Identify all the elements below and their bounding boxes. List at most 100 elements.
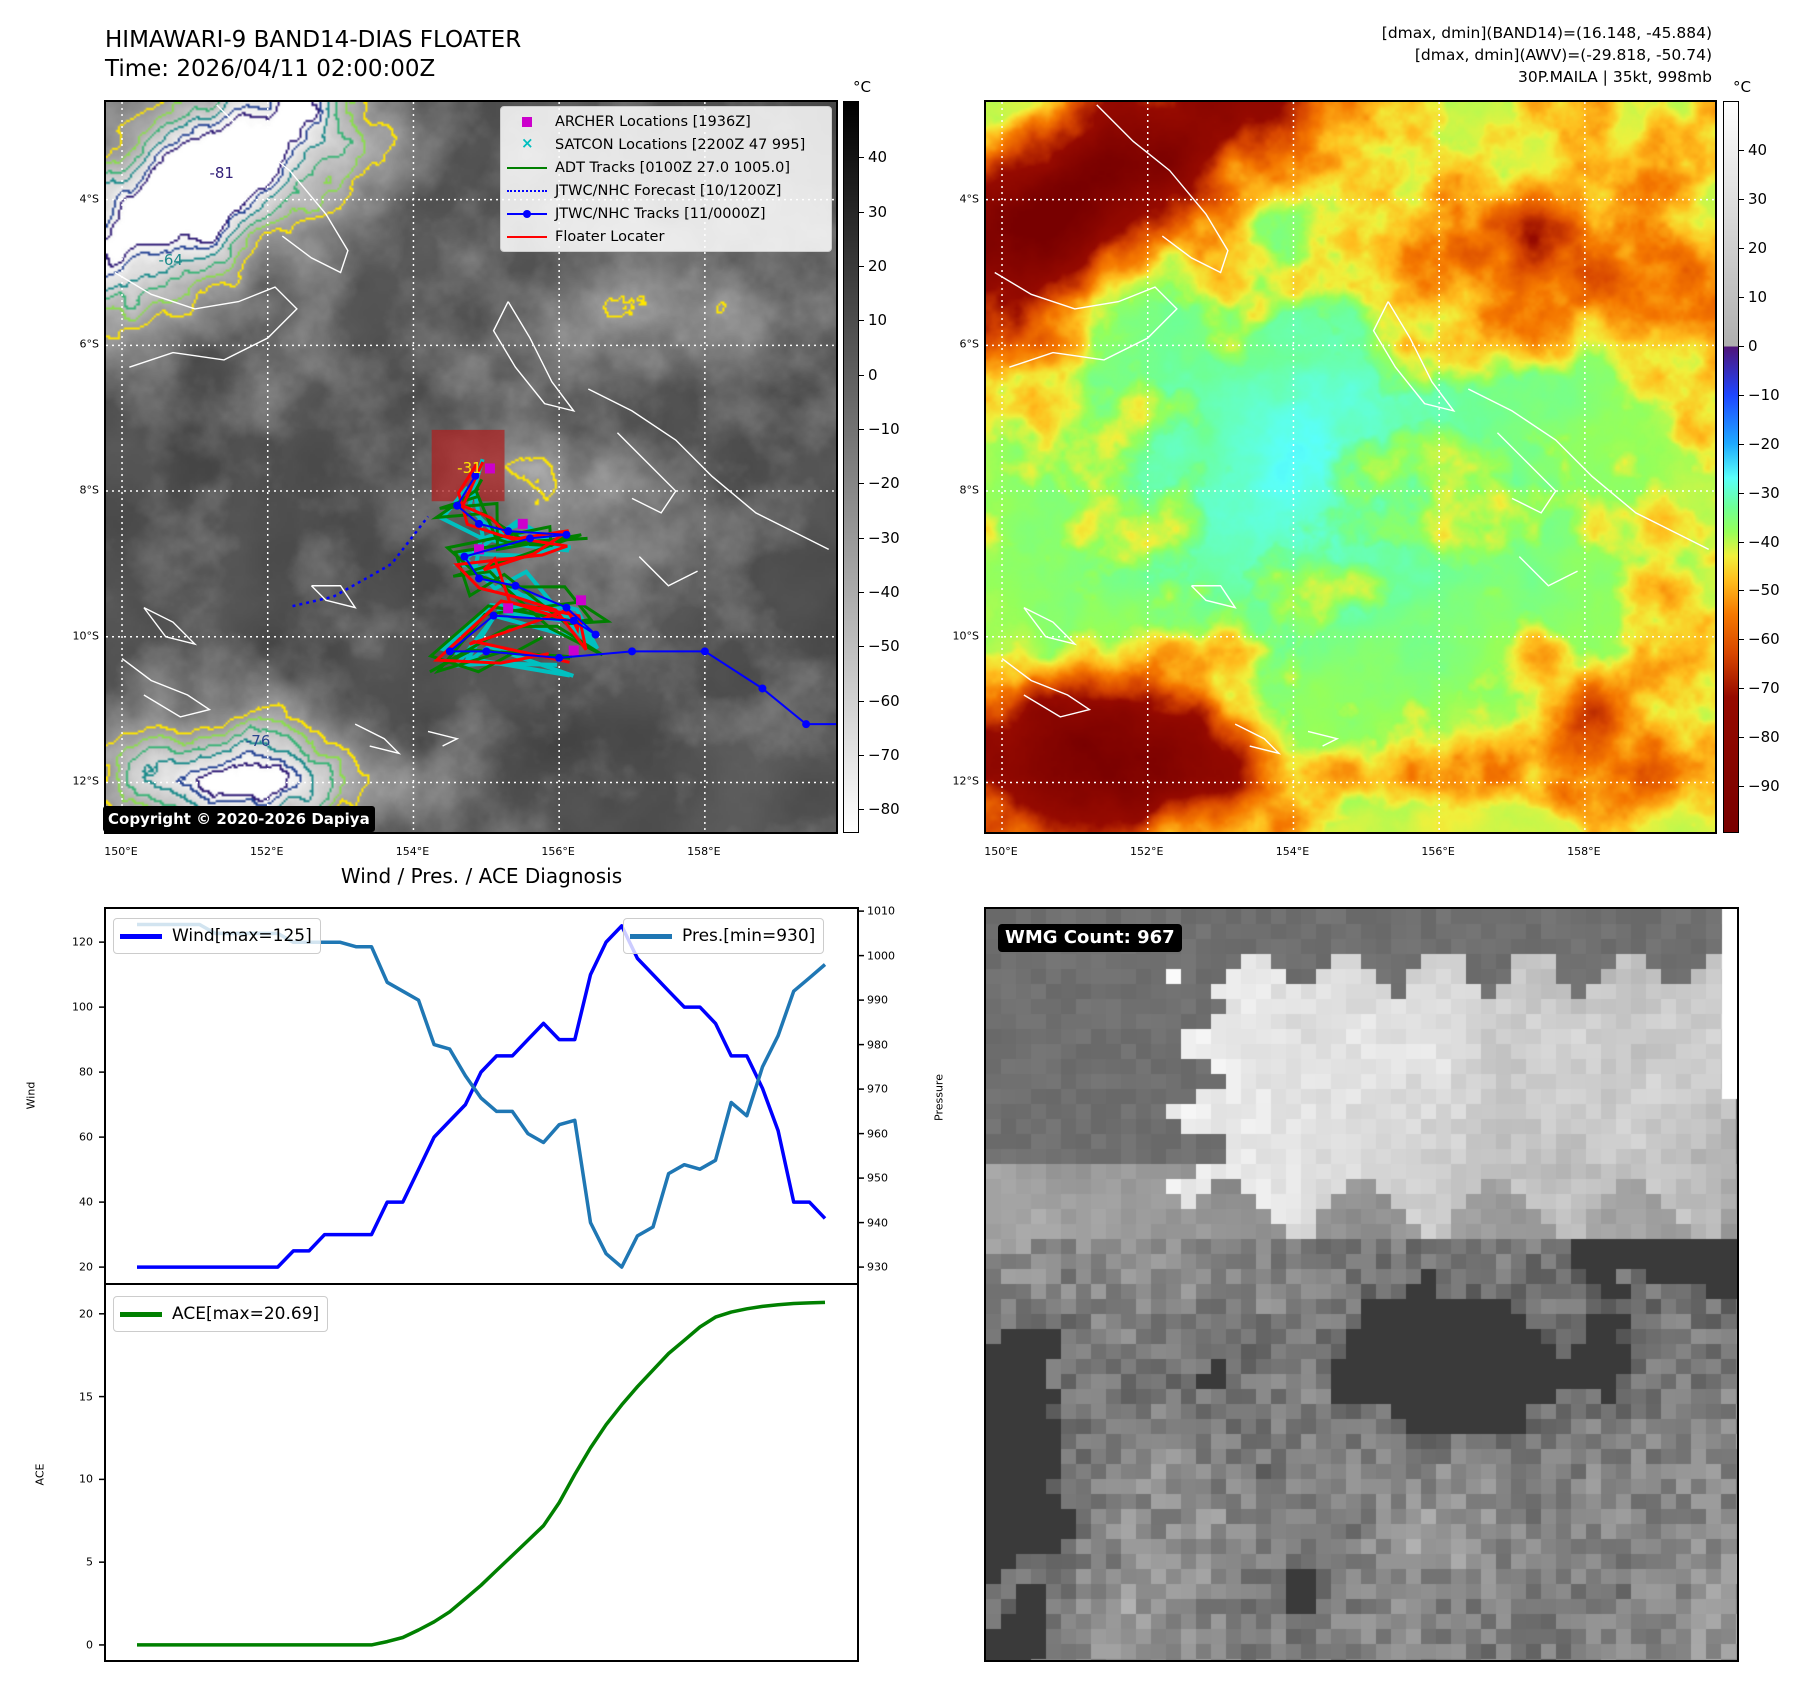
colorbar-tick-label: −10 bbox=[868, 419, 900, 438]
colorbar-tick-label: 20 bbox=[868, 257, 888, 276]
lon-label: 150°E bbox=[104, 845, 138, 858]
legend-symbol-square bbox=[507, 115, 547, 129]
colorbar-tick-label: −20 bbox=[868, 474, 900, 493]
jtwc-track-point bbox=[526, 534, 535, 543]
jtwc-track-point bbox=[700, 647, 709, 656]
jtwc-track-point bbox=[471, 471, 480, 480]
y-tick-label: 120 bbox=[72, 935, 93, 949]
colorbar-tick-label: −30 bbox=[1748, 483, 1780, 502]
ir-map-panel[interactable]: -31 -81 -64 -76 ARCHER Locations [1936Z] × SA… bbox=[104, 100, 838, 834]
legend-item: ARCHER Locations [1936Z] bbox=[501, 110, 831, 133]
wind-pressure-chart bbox=[104, 907, 859, 1285]
coastline bbox=[1190, 585, 1237, 609]
coastline bbox=[310, 585, 357, 609]
coastline bbox=[1001, 658, 1092, 718]
copyright-label: Copyright © 2020-2026 Dapiya bbox=[103, 806, 375, 832]
legend-label: Pres.[min=930] bbox=[682, 926, 816, 946]
jtwc-track-point bbox=[569, 616, 578, 625]
awv-imagery bbox=[986, 102, 1715, 832]
lat-label: 4°S bbox=[79, 192, 99, 206]
coastline bbox=[121, 658, 212, 718]
colorbar-tick-label: −40 bbox=[868, 582, 900, 601]
colorbar-tick-label: −20 bbox=[1748, 434, 1780, 453]
y-tick-label: 40 bbox=[79, 1195, 93, 1209]
colorbar-tick-mark bbox=[1739, 590, 1744, 592]
coastline bbox=[1518, 556, 1578, 587]
jtwc-forecast-track bbox=[292, 515, 430, 608]
colorbar-tick-label: −30 bbox=[868, 528, 900, 547]
colorbar-tick-mark bbox=[859, 483, 864, 485]
storm-info: 30P.MAILA | 35kt, 998mb bbox=[1518, 68, 1712, 86]
colorbar-tick-mark bbox=[1739, 345, 1744, 347]
lon-label: 156°E bbox=[541, 845, 575, 858]
legend-label: SATCON Locations [2200Z 47 995] bbox=[555, 136, 806, 153]
legend-symbol-x: × bbox=[521, 133, 534, 152]
legend-label: JTWC/NHC Forecast [10/1200Z] bbox=[555, 182, 782, 199]
legend-symbol-dotted bbox=[507, 184, 547, 198]
colorbar-tick-mark bbox=[1739, 786, 1744, 788]
jtwc-track-point bbox=[460, 552, 469, 561]
colorbar-tick-mark bbox=[859, 374, 864, 376]
legend-line-symbol bbox=[120, 1311, 162, 1317]
colorbar-tick-label: −10 bbox=[1748, 385, 1780, 404]
legend-label: Wind[max=125] bbox=[172, 926, 312, 946]
coastline bbox=[994, 271, 1178, 368]
pressure-axis-label: Pressure bbox=[932, 1074, 946, 1121]
contour-label: -81 bbox=[209, 164, 234, 182]
ir-colorbar bbox=[843, 101, 859, 833]
ace-chart bbox=[104, 1283, 859, 1662]
colorbar-tick-label: −70 bbox=[1748, 679, 1780, 698]
legend-line-symbol bbox=[120, 933, 162, 939]
colorbar-tick-mark bbox=[1739, 688, 1744, 690]
legend-item: × SATCON Locations [2200Z 47 995] bbox=[501, 133, 831, 156]
coastline bbox=[143, 606, 198, 646]
y-tick-right-label: 1010 bbox=[867, 904, 895, 918]
y-tick-label: 10 bbox=[79, 1472, 93, 1486]
colorbar-tick-mark bbox=[1739, 199, 1744, 201]
wmg-panel bbox=[984, 907, 1739, 1662]
colorbar-tick-mark bbox=[859, 591, 864, 593]
y-tick-label: 15 bbox=[79, 1390, 93, 1404]
chart-legend: Wind[max=125] bbox=[113, 918, 321, 954]
colorbar-tick-label: 0 bbox=[1748, 336, 1758, 355]
chart-legend: Pres.[min=930] bbox=[623, 918, 825, 954]
ir-overlay: -31 -81 -64 -76 bbox=[106, 102, 836, 832]
ace-axis-label: ACE bbox=[33, 1463, 47, 1486]
coastline bbox=[1496, 432, 1557, 514]
jtwc-track-point bbox=[562, 603, 571, 612]
legend-label: ACE[max=20.69] bbox=[172, 1304, 320, 1324]
title-line-1: HIMAWARI-9 BAND14-DIAS FLOATER bbox=[105, 27, 522, 53]
awv-map-panel[interactable] bbox=[984, 100, 1717, 834]
legend-symbol-line-dot bbox=[507, 207, 547, 221]
colorbar-tick-mark bbox=[1739, 297, 1744, 299]
lat-label: 8°S bbox=[79, 483, 99, 497]
colorbar-tick-mark bbox=[1739, 492, 1744, 494]
colorbar-tick-label: −90 bbox=[1748, 777, 1780, 796]
lat-label: 12°S bbox=[72, 774, 99, 788]
colorbar-tick-mark bbox=[1739, 150, 1744, 152]
legend-symbol-line bbox=[507, 161, 547, 175]
colorbar-tick-mark bbox=[859, 754, 864, 756]
coastline bbox=[1307, 730, 1340, 747]
colorbar-tick-label: 30 bbox=[868, 202, 888, 221]
figure-title: HIMAWARI-9 BAND14-DIAS FLOATER Time: 202… bbox=[105, 26, 521, 84]
lat-label: 10°S bbox=[72, 629, 99, 643]
coastline bbox=[1023, 606, 1078, 646]
adt-track bbox=[429, 495, 604, 674]
archer-marker bbox=[503, 603, 514, 614]
jtwc-track-point bbox=[555, 653, 564, 662]
y-tick-right-label: 940 bbox=[867, 1216, 888, 1230]
coastline bbox=[216, 104, 349, 274]
jtwc-track-point bbox=[628, 647, 637, 656]
contour-label: -31 bbox=[457, 459, 482, 477]
y-tick-right-label: 980 bbox=[867, 1038, 888, 1052]
colorbar-tick-label: −50 bbox=[868, 637, 900, 656]
colorbar-tick-mark bbox=[1739, 541, 1744, 543]
colorbar-tick-label: 40 bbox=[1748, 141, 1768, 160]
colorbar-tick-mark bbox=[859, 266, 864, 268]
legend-label: ADT Tracks [0100Z 27.0 1005.0] bbox=[555, 159, 791, 176]
y-tick-label: 20 bbox=[79, 1260, 93, 1274]
archer-marker bbox=[484, 463, 495, 474]
colorbar-tick-mark bbox=[859, 211, 864, 213]
coastline bbox=[1096, 104, 1229, 274]
